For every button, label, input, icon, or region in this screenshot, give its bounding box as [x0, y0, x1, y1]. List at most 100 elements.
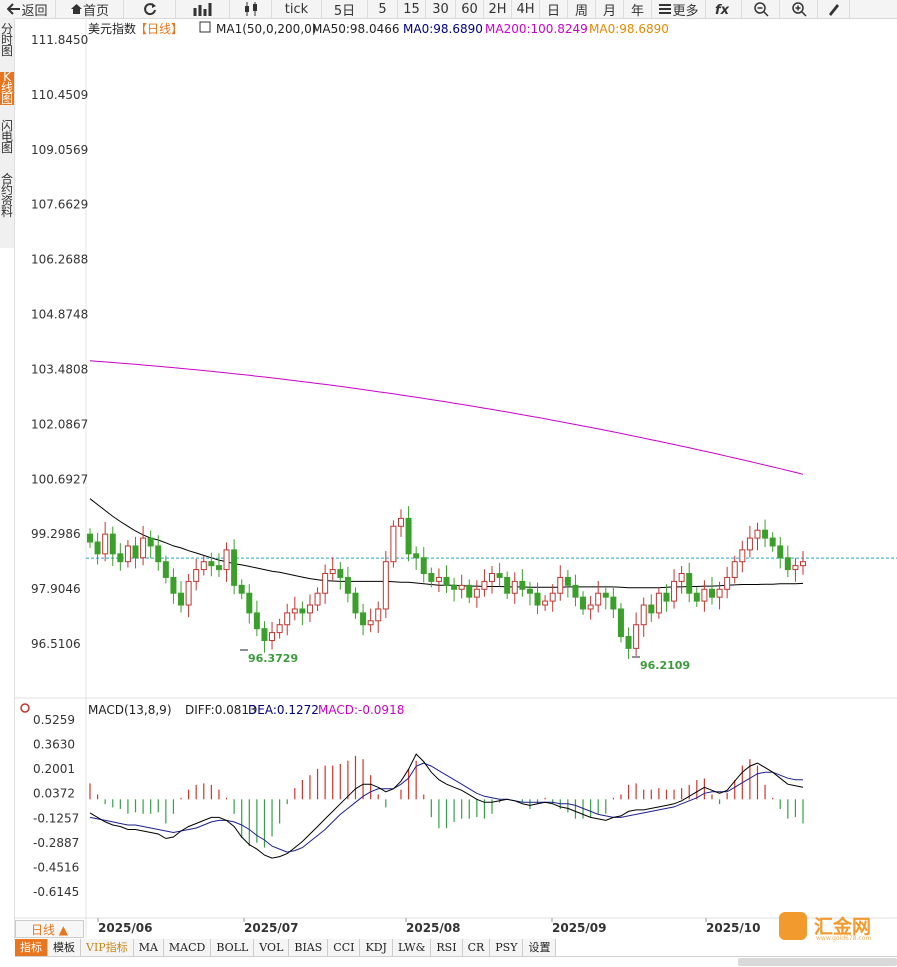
indicator-tab-rsi[interactable]: RSI — [431, 939, 463, 956]
macd-tick-label: 0.0372 — [33, 787, 75, 801]
macd-title: MACD(13,8,9) — [88, 703, 172, 717]
candle-down — [231, 549, 238, 586]
period-30[interactable]: 30 — [426, 0, 456, 18]
price-tick-label: 102.0867 — [31, 417, 88, 431]
back-button[interactable]: 返回 — [0, 0, 56, 19]
home-icon — [70, 3, 83, 15]
candle-up — [306, 604, 313, 614]
period-60[interactable]: 60 — [456, 0, 484, 18]
chart-type-button[interactable] — [176, 0, 230, 18]
period-5[interactable]: 5 — [368, 0, 398, 18]
period-day[interactable]: 日 — [540, 0, 568, 19]
candle-up — [489, 573, 496, 582]
indicator-tab-boll[interactable]: BOLL — [211, 939, 255, 956]
sidebar-tab-2[interactable]: 闪电图 — [0, 119, 13, 155]
period-4h[interactable]: 4H — [512, 0, 540, 18]
bottom-divider — [15, 956, 897, 957]
period-week[interactable]: 周 — [568, 0, 596, 19]
period-label: 【日线】 — [135, 22, 183, 36]
candle-up — [435, 576, 442, 582]
period-2h-label: 2H — [488, 1, 507, 17]
candle-up — [800, 561, 806, 567]
candle-down — [769, 537, 776, 547]
date-label: 2025/06 — [98, 921, 152, 935]
macd-tick-label: -0.2887 — [33, 836, 79, 850]
candle-down — [777, 545, 784, 559]
candle-up — [595, 592, 602, 606]
daily-period-toggle[interactable]: 日线 ▲ — [15, 920, 84, 938]
watermark-url: www.gold678.com — [816, 935, 872, 942]
back-button-label: 返回 — [21, 3, 48, 19]
indicator-tab-kdj[interactable]: KDJ — [360, 939, 393, 956]
indicator-tab-psy[interactable]: PSY — [490, 939, 524, 956]
candle-down — [299, 608, 306, 614]
candle-style-button[interactable] — [230, 0, 272, 18]
indicator-tab-ma[interactable]: MA — [133, 939, 164, 956]
indicator-tab-lw[interactable]: LW& — [392, 939, 432, 956]
indicator-settings-icon[interactable] — [20, 703, 30, 713]
indicator-tab-[interactable]: 模板 — [48, 939, 81, 956]
indicator-tab-vip[interactable]: VIP指标 — [81, 939, 134, 956]
more-button[interactable]: 更多 — [652, 0, 706, 19]
period-15[interactable]: 15 — [398, 0, 426, 18]
zoom-out-button[interactable] — [742, 0, 780, 18]
candle-up — [746, 537, 753, 551]
draw-button[interactable] — [818, 0, 850, 18]
macd-tick-label: -0.4516 — [33, 860, 79, 874]
candle-down — [708, 588, 715, 598]
candle-down — [663, 592, 670, 602]
candle-down — [155, 545, 162, 563]
horizontal-scrollbar[interactable] — [738, 958, 897, 966]
ma200-line — [89, 360, 804, 475]
candle-up — [269, 632, 276, 641]
candle-up — [724, 576, 731, 590]
period-2h[interactable]: 2H — [484, 0, 512, 18]
date-label: 2025/08 — [406, 921, 460, 935]
back-arrow-icon — [7, 3, 21, 15]
candle-down — [428, 573, 435, 582]
zoom-out-icon — [753, 1, 769, 17]
indicator-tab-macd[interactable]: MACD — [163, 939, 212, 956]
candle-up — [367, 620, 374, 626]
candle-down — [686, 573, 693, 594]
indicator-tab-bias[interactable]: BIAS — [289, 939, 329, 956]
candle-up — [185, 580, 192, 606]
indicator-tab-cci[interactable]: CCI — [328, 939, 361, 956]
candle-up — [633, 624, 640, 649]
period-tick[interactable]: tick — [272, 0, 322, 18]
candle-down — [526, 588, 533, 594]
sidebar-tab-0[interactable]: 分时图 — [0, 22, 13, 58]
candle-down — [109, 533, 116, 555]
ma50-value: MA50:98.0466 — [312, 22, 400, 36]
indicator-tab-[interactable]: 指标 — [15, 939, 48, 956]
candle-up — [473, 588, 480, 598]
candle-down — [87, 533, 93, 543]
sidebar-tab-3[interactable]: 合约资料 — [0, 172, 13, 219]
price-tick-label: 107.6629 — [31, 198, 88, 212]
candle-up — [284, 612, 291, 626]
date-label: 2025/10 — [706, 921, 760, 935]
candle-up — [739, 549, 746, 563]
period-month[interactable]: 月 — [596, 0, 624, 19]
home-button[interactable]: 首页 — [56, 0, 124, 19]
zoom-in-button[interactable] — [780, 0, 818, 18]
candle-down — [360, 612, 367, 626]
formula-button[interactable]: fx — [706, 0, 742, 18]
indicator-tab-cr[interactable]: CR — [462, 939, 491, 956]
macd-value: MACD:-0.0918 — [318, 703, 404, 717]
indicator-tab-[interactable]: 设置 — [523, 939, 557, 956]
candle-down — [170, 576, 177, 594]
sidebar-tab-1[interactable]: K线图 — [0, 70, 14, 106]
fx-icon: fx — [715, 2, 733, 16]
candle-up — [511, 580, 518, 594]
period-60-label: 60 — [461, 1, 478, 17]
period-4h-label: 4H — [516, 1, 535, 17]
macd-tick-label: 0.2001 — [33, 762, 75, 776]
period-year[interactable]: 年 — [624, 0, 652, 19]
brand-logo-icon — [779, 912, 807, 940]
candle-up — [375, 608, 382, 622]
macd-tick-label: -0.6145 — [33, 885, 79, 899]
indicator-tab-vol[interactable]: VOL — [254, 939, 290, 956]
period-5d[interactable]: 5日 — [322, 0, 368, 19]
refresh-button[interactable] — [124, 0, 176, 18]
